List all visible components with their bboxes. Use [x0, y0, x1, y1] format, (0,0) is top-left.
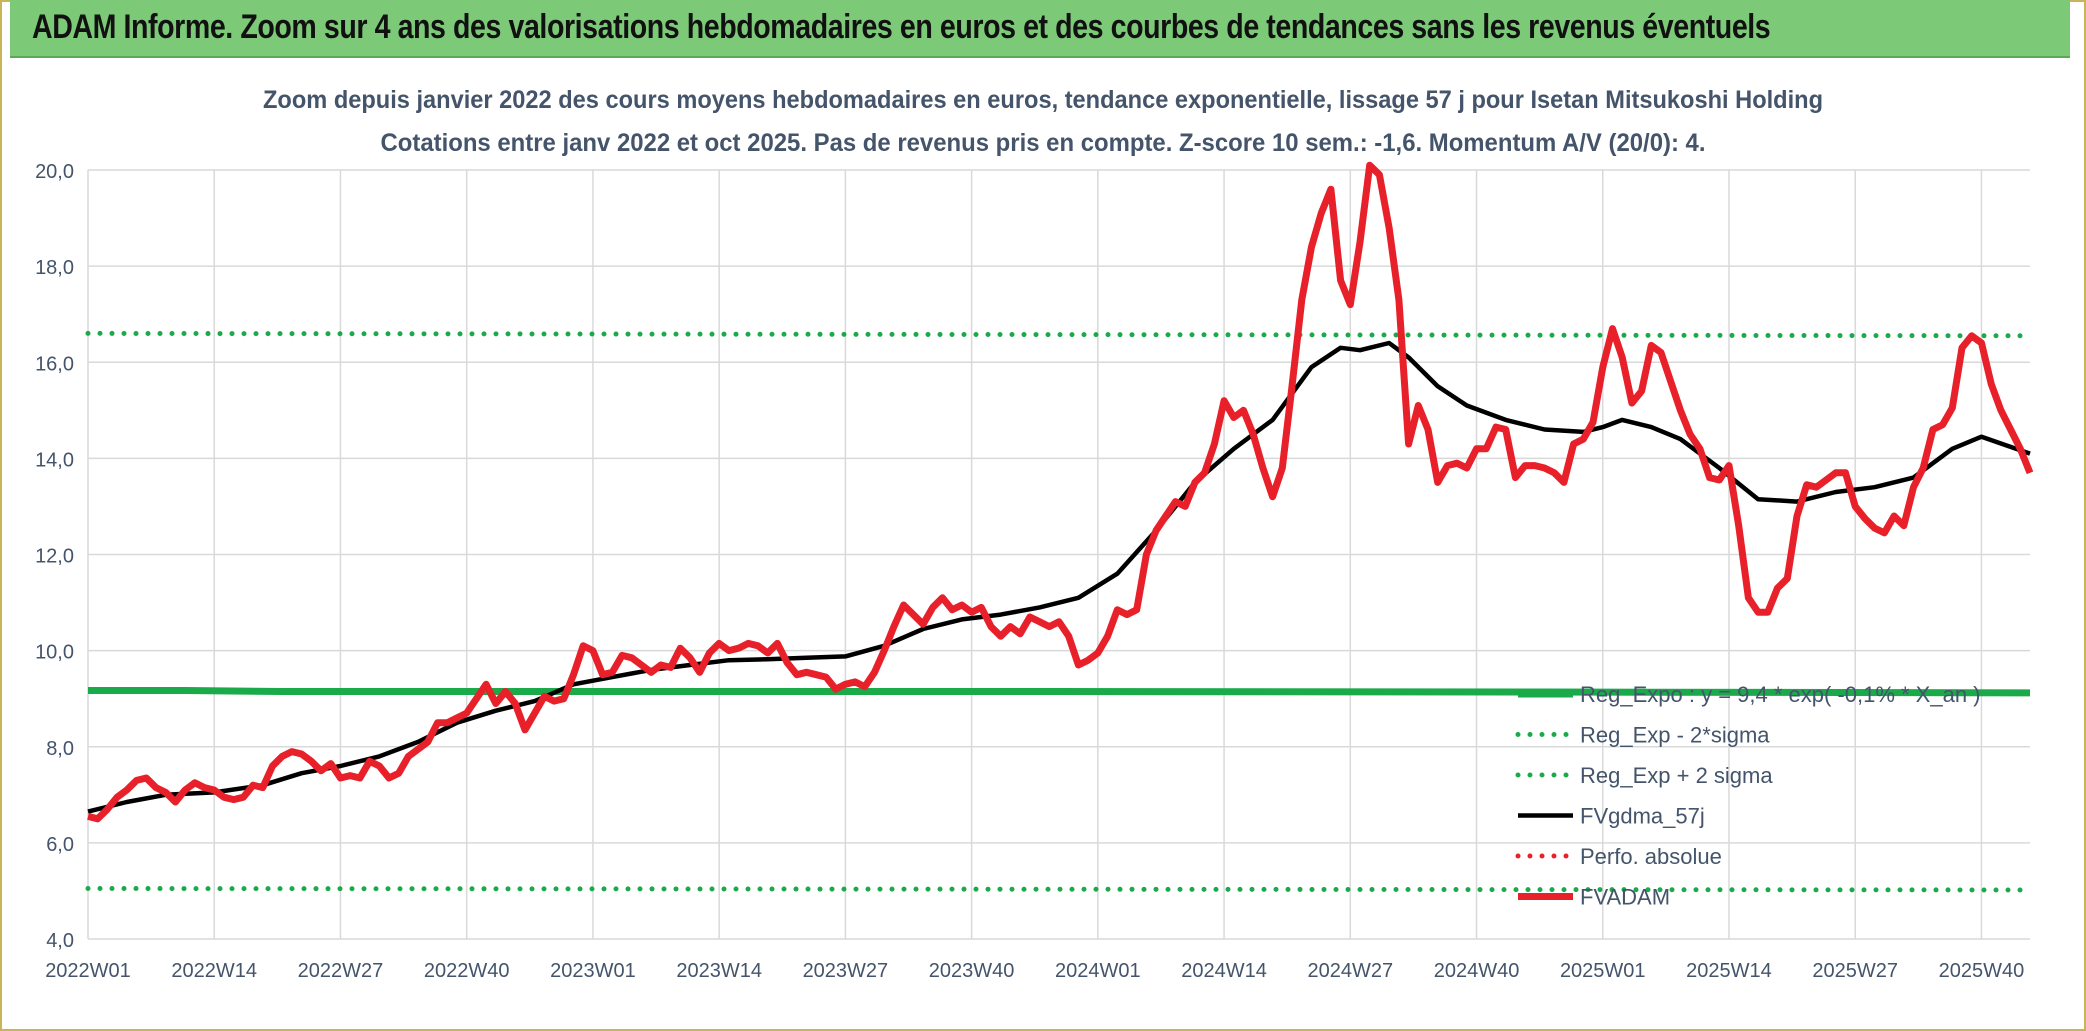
y-tick-label: 12,0: [35, 546, 74, 568]
x-tick-label: 2022W27: [298, 960, 384, 982]
series-fvadam: [87, 161, 2034, 823]
y-tick-label: 10,0: [35, 642, 74, 664]
banner-title: ADAM Informe. Zoom sur 4 ans des valoris…: [32, 8, 1771, 46]
chart-subtitle: Cotations entre janv 2022 et oct 2025. P…: [381, 129, 1706, 157]
x-tick-label: 2023W01: [550, 960, 636, 982]
x-tick-label: 2025W27: [1812, 960, 1898, 982]
legend-label: Perfo. absolue: [1580, 844, 1722, 869]
x-tick-label: 2025W01: [1560, 960, 1646, 982]
series-fvgdma-57j: [87, 340, 2031, 814]
series-reg-exp-2-sigma: [85, 330, 2033, 339]
y-tick-label: 4,0: [46, 930, 74, 952]
y-tick-label: 16,0: [35, 353, 74, 375]
y-tick-label: 6,0: [46, 834, 74, 856]
legend-label: Reg_Expo : y = 9,4 * exp( -0,1% * X_an ): [1580, 682, 1981, 707]
x-tick-label: 2024W27: [1307, 960, 1393, 982]
y-tick-label: 8,0: [46, 738, 74, 760]
x-tick-label: 2025W40: [1939, 960, 2025, 982]
y-tick-label: 14,0: [35, 449, 74, 471]
y-tick-label: 18,0: [35, 257, 74, 279]
series-reg-exp-2-sigma: [85, 886, 2033, 893]
x-tick-label: 2022W14: [171, 960, 257, 982]
x-tick-label: 2025W14: [1686, 960, 1772, 982]
legend-label: FVADAM: [1580, 885, 1670, 910]
x-tick-label: 2024W40: [1434, 960, 1520, 982]
y-tick-label: 20,0: [35, 161, 74, 183]
legend-label: Reg_Exp - 2*sigma: [1580, 723, 1770, 748]
x-tick-label: 2023W14: [676, 960, 762, 982]
chart-title: Zoom depuis janvier 2022 des cours moyen…: [263, 86, 1823, 114]
x-axis-ticks: 2022W01 2022W14 2022W27 2022W40 2023W01 2023W…: [45, 960, 2024, 982]
x-tick-label: 2023W40: [929, 960, 1015, 982]
x-tick-label: 2023W27: [803, 960, 889, 982]
x-tick-label: 2024W01: [1055, 960, 1141, 982]
x-tick-label: 2022W40: [424, 960, 510, 982]
header-banner: ADAM Informe. Zoom sur 4 ans des valoris…: [10, 0, 2070, 58]
x-tick-label: 2024W14: [1181, 960, 1267, 982]
legend-label: Reg_Exp + 2 sigma: [1580, 763, 1773, 788]
legend-label: FVgdma_57j: [1580, 804, 1705, 829]
legend: Reg_Expo : y = 9,4 * exp( -0,1% * X_an )…: [1515, 682, 1981, 910]
x-tick-label: 2022W01: [45, 960, 131, 982]
y-axis-ticks: 4,0 6,0 8,0 10,0 12,0 14,0 16,0 18,0 20,0: [35, 161, 74, 952]
grid: [87, 169, 2030, 940]
